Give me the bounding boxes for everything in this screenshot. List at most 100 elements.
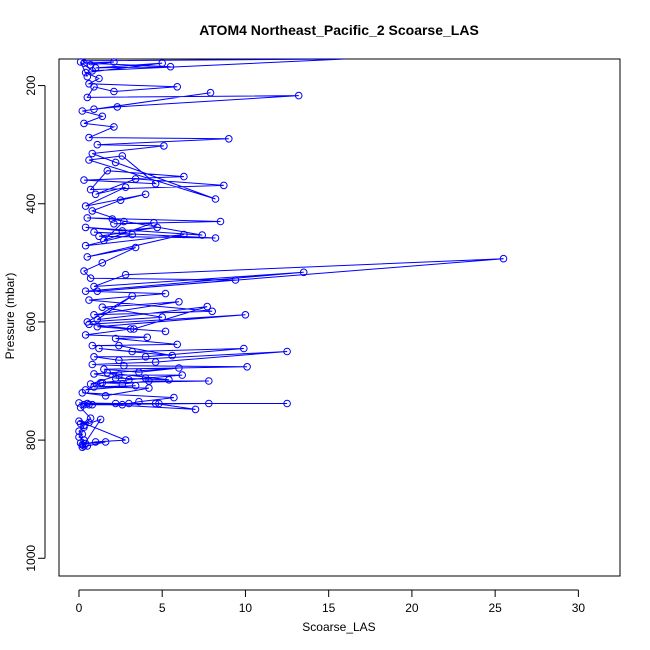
- data-point: [100, 365, 108, 374]
- data-point: [180, 230, 188, 239]
- data-point: [80, 421, 88, 430]
- data-point: [208, 307, 216, 316]
- data-point: [283, 399, 291, 408]
- data-point: [175, 364, 183, 372]
- data-point: [131, 175, 140, 183]
- data-point: [95, 344, 103, 353]
- x-tick-label: 10: [239, 601, 253, 615]
- plot-content: [75, 58, 508, 452]
- data-point: [83, 72, 92, 81]
- data-point: [211, 234, 220, 242]
- data-point: [75, 417, 83, 426]
- data-point: [78, 443, 87, 452]
- data-point: [80, 267, 88, 275]
- data-point: [91, 438, 100, 446]
- data-point: [161, 327, 170, 336]
- data-point: [90, 311, 98, 319]
- y-tick-label: 600: [24, 312, 38, 332]
- data-point: [83, 399, 92, 408]
- y-tick-label: 800: [24, 430, 38, 450]
- data-point: [118, 380, 127, 388]
- data-point: [216, 217, 225, 226]
- data-point: [83, 442, 92, 450]
- data-point: [158, 59, 166, 67]
- data-point: [88, 341, 97, 350]
- data-point: [120, 361, 128, 370]
- data-point: [175, 298, 183, 306]
- data-point: [118, 152, 127, 160]
- data-point: [128, 292, 136, 300]
- data-point: [178, 371, 186, 379]
- data-point: [135, 397, 143, 406]
- data-point: [121, 183, 130, 191]
- y-tick-label: 400: [24, 193, 38, 213]
- data-point: [173, 83, 181, 91]
- data-point: [128, 347, 136, 356]
- data-point: [115, 356, 123, 365]
- data-point: [83, 318, 92, 326]
- data-point: [161, 289, 170, 298]
- data-point: [110, 58, 118, 66]
- data-point: [150, 218, 158, 227]
- x-axis: 0 5 10 15 20 25 30: [76, 589, 586, 615]
- data-point: [160, 142, 168, 150]
- data-point: [151, 399, 160, 408]
- data-point: [100, 236, 108, 245]
- data-point: [158, 313, 166, 322]
- data-point: [118, 400, 127, 409]
- y-tick-label: 1000: [24, 545, 38, 572]
- data-point: [83, 93, 92, 102]
- data-point: [95, 74, 103, 83]
- data-point: [98, 303, 107, 312]
- data-point: [81, 68, 90, 77]
- data-point: [206, 88, 215, 97]
- data-point: [78, 441, 87, 449]
- data-point: [81, 287, 90, 296]
- data-point: [118, 227, 127, 235]
- data-point: [141, 353, 150, 361]
- data-point: [111, 374, 120, 382]
- data-point: [110, 123, 118, 131]
- data-point: [116, 196, 125, 204]
- data-point: [110, 220, 118, 228]
- data-point: [85, 320, 93, 329]
- data-point: [126, 325, 135, 333]
- data-point: [85, 296, 93, 304]
- data-point: [86, 185, 95, 194]
- data-point: [173, 340, 181, 349]
- data-point: [131, 243, 140, 252]
- data-point: [121, 436, 130, 444]
- data-point: [211, 195, 220, 203]
- data-point: [240, 344, 248, 353]
- data-point: [76, 58, 85, 66]
- data-point: [95, 232, 103, 241]
- data-point: [80, 400, 88, 409]
- data-point: [90, 105, 98, 113]
- data-point: [81, 223, 90, 232]
- data-point: [80, 176, 88, 184]
- data-point: [103, 166, 112, 175]
- data-point: [225, 135, 233, 143]
- data-point: [113, 103, 122, 111]
- y-tick-label: 200: [24, 75, 38, 95]
- data-point: [75, 427, 83, 436]
- x-tick-label: 30: [572, 601, 586, 615]
- data-point: [83, 253, 92, 261]
- data-point: [96, 415, 105, 424]
- data-point: [98, 112, 107, 121]
- data-point: [166, 62, 175, 71]
- data-point: [110, 87, 118, 96]
- data-point: [205, 399, 213, 408]
- x-tick-label: 25: [488, 601, 502, 615]
- x-tick-label: 0: [76, 601, 83, 615]
- data-point: [151, 358, 160, 366]
- data-point: [85, 156, 93, 164]
- data-point: [180, 172, 188, 181]
- data-point: [115, 341, 123, 350]
- data-point: [78, 107, 87, 115]
- data-point: [125, 376, 133, 384]
- data-point: [111, 158, 120, 167]
- data-point: [91, 190, 100, 199]
- data-point: [203, 302, 211, 311]
